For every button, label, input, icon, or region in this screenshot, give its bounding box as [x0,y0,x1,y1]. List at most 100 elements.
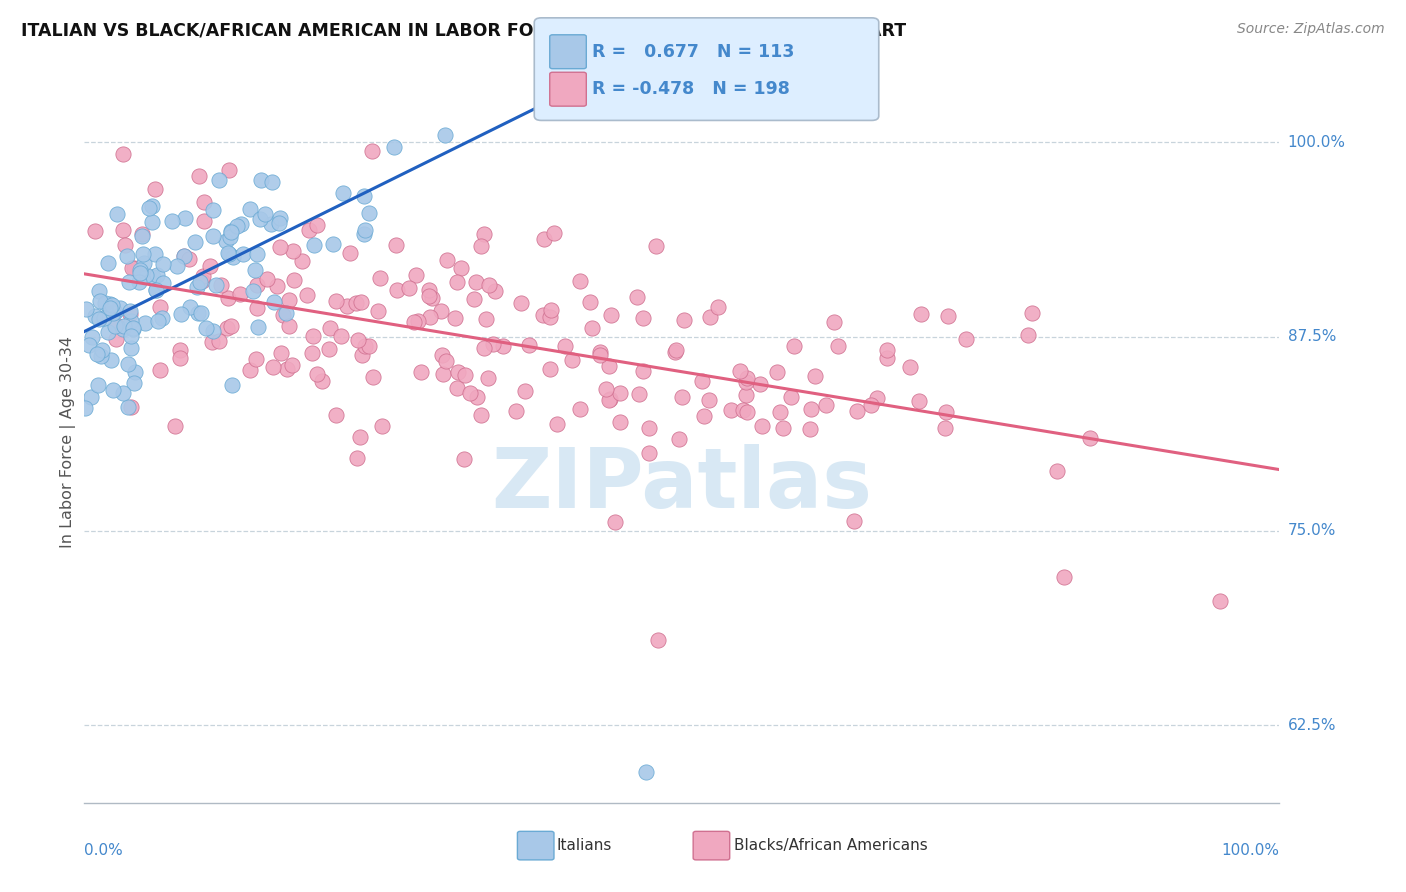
Point [198,260,221,274]
Point [454,368,477,382]
Point [780,390,803,404]
Point [278,293,301,307]
Point [628,387,651,401]
Point [419,310,441,324]
Point [112,147,135,161]
Point [626,290,648,304]
Text: 100.0%: 100.0% [1288,135,1346,150]
Point [492,339,515,353]
Point [569,274,592,288]
Point [174,211,197,226]
Point [728,364,751,378]
Point [664,345,686,359]
Point [935,404,957,418]
Point [734,375,756,389]
Point [505,404,527,418]
Point [256,272,278,286]
Point [148,314,170,328]
Point [201,203,224,218]
Point [699,310,721,325]
Point [194,320,217,334]
Point [800,402,823,417]
Point [458,386,481,401]
Point [238,202,260,217]
Y-axis label: In Labor Force | Age 30-34: In Labor Force | Age 30-34 [60,335,76,548]
Point [405,268,427,282]
Point [112,223,135,237]
Point [80,330,103,344]
Point [353,188,375,202]
Point [112,318,135,333]
Point [205,277,228,292]
Point [432,349,454,363]
Point [105,318,128,333]
Point [434,128,457,142]
Point [434,354,457,368]
Point [184,235,207,249]
Point [271,308,294,322]
Point [353,227,375,242]
Point [108,301,131,315]
Point [908,394,931,409]
Point [90,350,112,364]
Point [138,201,160,215]
Point [859,399,882,413]
Point [517,338,540,352]
Text: ZIPatlas: ZIPatlas [492,444,872,525]
Point [229,217,252,231]
Point [453,452,475,467]
Point [90,343,112,357]
Point [531,309,554,323]
Point [208,334,231,349]
Point [149,301,172,315]
Point [149,363,172,377]
Point [385,283,408,297]
Point [131,227,153,241]
Point [218,247,240,261]
Point [731,402,754,417]
Point [436,253,458,268]
Point [409,365,432,379]
Point [633,310,655,325]
Point [222,250,245,264]
Point [579,295,602,310]
Point [100,352,122,367]
Point [281,244,304,259]
Point [97,256,120,270]
Point [246,247,269,261]
Point [668,432,690,446]
Point [815,398,838,412]
Point [359,339,381,353]
Point [202,229,225,244]
Point [218,162,240,177]
Point [97,325,120,339]
Point [120,341,142,355]
Point [260,175,283,189]
Point [191,274,214,288]
Point [1017,327,1039,342]
Point [322,236,344,251]
Point [319,321,342,335]
Point [145,283,167,297]
Point [98,301,121,316]
Point [141,215,163,229]
Point [112,386,135,401]
Point [193,195,215,210]
Point [115,249,138,263]
Point [122,322,145,336]
Point [186,280,208,294]
Point [339,246,361,260]
Point [202,324,225,338]
Point [269,240,291,254]
Point [120,400,142,414]
Point [219,224,242,238]
Point [141,199,163,213]
Point [221,318,243,333]
Point [215,320,238,334]
Point [665,343,688,357]
Point [281,358,304,372]
Point [217,291,239,305]
Point [513,384,536,399]
Point [446,381,468,395]
Text: 0.0%: 0.0% [84,843,124,857]
